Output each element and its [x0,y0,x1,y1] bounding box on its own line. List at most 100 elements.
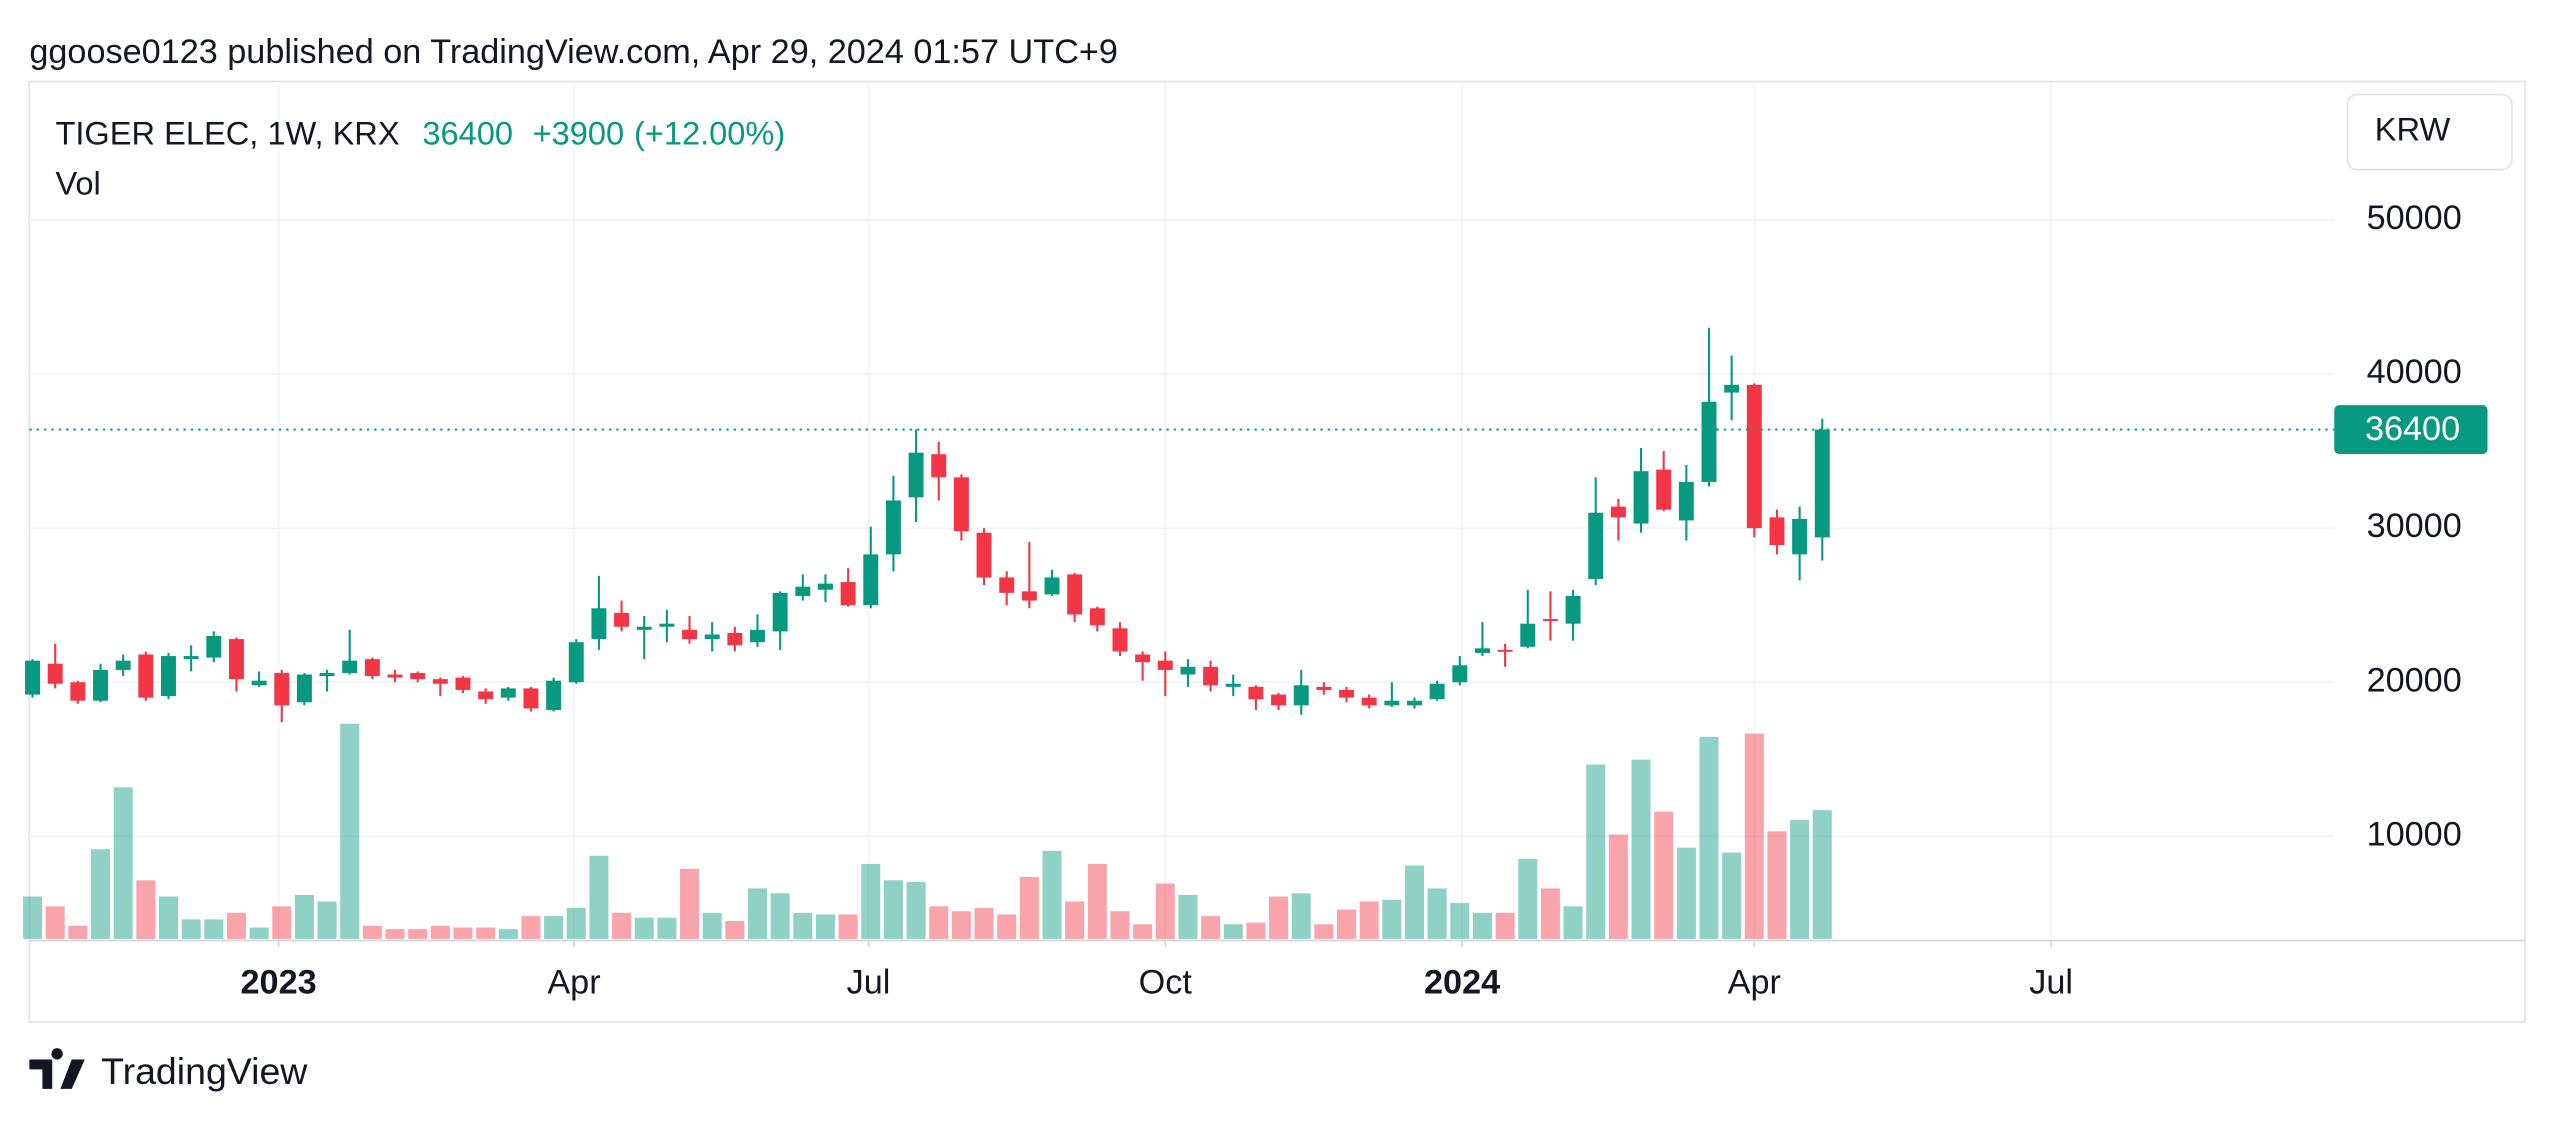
x-tick-label: Jul [2029,964,2073,1002]
volume-bar [476,927,496,939]
volume-bar [612,912,632,939]
volume-bar [1495,912,1515,939]
candle-body [546,680,562,710]
y-tick-label: 20000 [2367,661,2462,699]
volume-bar [544,916,564,939]
volume-bar [23,896,43,939]
volume-bar [498,929,518,939]
candle-body [1474,648,1490,653]
tradingview-logo: TradingView [29,1048,308,1092]
candle-body [976,532,992,578]
axes-layer: 10000 20000 30000 40000 50000 2023 Apr Jul Oct 20… [29,199,2488,1002]
candle-body [1225,683,1241,687]
symbol-title: TIGER ELEC, 1W, KRX [55,114,399,151]
candle-body [636,626,652,630]
candle-body [183,656,199,660]
candle-body [999,577,1015,593]
candle-body [682,629,698,640]
candle-body [1271,694,1287,706]
x-tick-label: 2024 [1424,964,1500,1002]
volume-bar [1155,883,1175,939]
candle-body [1701,401,1717,482]
volume-bar [747,888,768,939]
candle-body [251,680,267,686]
candle-body [885,500,901,555]
legend-line: TIGER ELEC, 1W, KRX 36400 +3900 (+12.00%) [55,114,785,151]
candle-body [1180,666,1196,675]
volume-bar [181,919,201,939]
candle-body [1542,619,1558,622]
volume-bar [1314,924,1334,939]
volume-bar [1291,893,1311,939]
volume-bar [340,723,360,939]
volume-bar [1065,901,1085,939]
brand-name: TradingView [101,1050,308,1092]
volume-bar [226,912,246,939]
volume-bar [1744,733,1764,939]
grid [29,81,2335,939]
candle-body [455,677,471,690]
candle-body [953,477,969,532]
candle-body [1157,660,1173,670]
x-tick-label: 2023 [241,964,317,1002]
volume-bar [294,894,314,939]
volume-bar [1382,899,1402,939]
volume-bar [272,906,292,939]
last-price-tag-label: 36400 [2365,410,2460,448]
x-tick-label: Apr [547,964,600,1002]
candle-body [1044,577,1060,595]
candle-body [908,452,924,498]
candle-body [1724,384,1740,393]
candle-body [1656,469,1672,510]
price-change-percent: (+12.00%) [634,114,785,151]
candle-body [523,688,539,709]
volume-bar [793,912,813,939]
candle-body [772,592,788,632]
volume-bar [951,911,971,939]
candle-body [704,634,720,640]
x-tick-label: Jul [847,964,891,1002]
volume-bar [1359,901,1379,939]
candle-body [1452,665,1468,683]
volume-label: Vol [55,164,100,201]
candle-body [1792,518,1808,555]
currency-button[interactable] [2346,93,2513,171]
volume-layer [23,723,1832,939]
y-tick-label: 50000 [2367,199,2462,237]
candle-body [1520,623,1536,647]
volume-bar [430,925,450,939]
volume-bar [1654,811,1674,939]
publish-header: ggoose0123 published on TradingView.com,… [29,33,1117,71]
candle-body [1203,666,1219,686]
currency-label: KRW [2375,111,2451,148]
volume-bar [1404,865,1425,939]
volume-bar [1178,894,1198,939]
volume-bar [362,925,382,939]
volume-bar [204,919,224,939]
candle-body [1384,700,1400,706]
volume-bar [136,880,156,939]
volume-bar [1450,903,1470,939]
volume-bar [702,912,722,939]
candle-body [1429,683,1445,700]
candle-body [568,642,584,683]
candle-body [591,608,607,640]
volume-bar [1767,831,1787,939]
volume-bar [1722,852,1742,939]
candle-body [47,663,63,684]
candle-body [1112,628,1128,652]
volume-bar [1110,911,1130,939]
candle-body [1067,574,1083,615]
y-tick-label: 40000 [2367,353,2462,391]
volume-bar [1586,764,1606,939]
candle-body [1135,654,1151,663]
volume-bar [1699,736,1719,939]
volume-bar [815,914,835,939]
candle-body [1407,700,1422,706]
candle-body [342,660,358,673]
candle-layer [25,327,1830,723]
last-price-tag [2334,405,2488,455]
candle-body [727,632,743,646]
candle-body [1610,506,1626,518]
